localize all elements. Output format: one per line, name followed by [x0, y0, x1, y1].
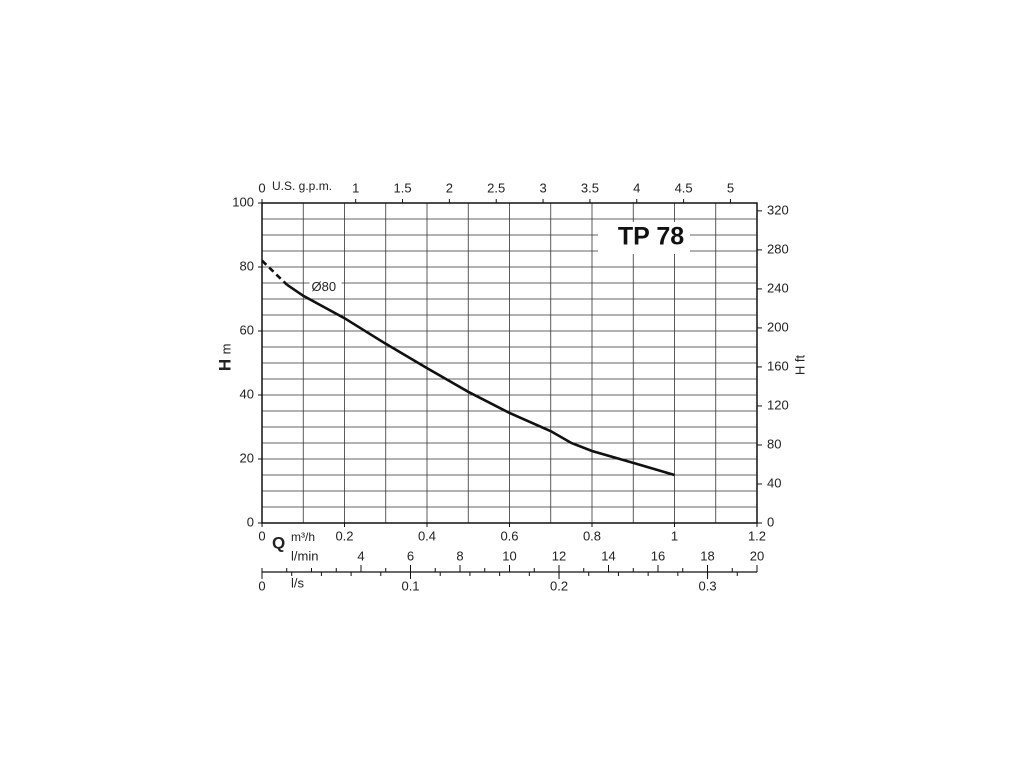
lmin-tick-label: 8: [456, 548, 463, 563]
title-box: [598, 222, 690, 254]
lmin-tick-label: 18: [700, 548, 714, 563]
y2-tick-label: 120: [767, 397, 789, 412]
y-tick-label: 40: [240, 386, 254, 401]
lmin-tick-label: 4: [357, 548, 364, 563]
lmin-tick-label: 14: [601, 548, 615, 563]
annotation: Ø80: [312, 279, 337, 294]
y-tick-label: 100: [232, 194, 254, 209]
y2-tick-label: 200: [767, 319, 789, 334]
ls-tick-label: 0.2: [550, 578, 568, 593]
y-axis-unit: m: [218, 344, 233, 355]
x-axis-label: m³/h: [291, 530, 315, 544]
top-tick-label: 3.5: [581, 180, 599, 195]
ls-label: l/s: [291, 575, 305, 590]
y2-tick-label: 160: [767, 358, 789, 373]
y2-axis-label: H ft: [792, 355, 807, 376]
x-tick-label: 0.4: [418, 528, 436, 543]
lmin-tick-label: 6: [407, 548, 414, 563]
lmin-tick-label: 12: [552, 548, 566, 563]
curve: [261, 259, 288, 286]
ls-tick-label: 0.1: [401, 578, 419, 593]
y-axis-symbol: H: [215, 359, 234, 371]
y2-tick-label: 240: [767, 280, 789, 295]
y-tick-label: 80: [240, 258, 254, 273]
y2-tick-label: 80: [767, 436, 781, 451]
lmin-tick-label: 16: [651, 548, 665, 563]
y-tick-label: 20: [240, 450, 254, 465]
y-tick-label: 0: [247, 514, 254, 529]
top-axis-label: U.S. g.p.m.: [272, 179, 332, 193]
top-tick-label: 2.5: [487, 180, 505, 195]
lmin-tick-label: 20: [750, 548, 764, 563]
x-tick-label: 0.2: [335, 528, 353, 543]
lmin-label: l/min: [291, 548, 318, 563]
x-axis-symbol: Q: [272, 533, 285, 552]
top-tick-label: 1.5: [393, 180, 411, 195]
top-tick-label: 2: [446, 180, 453, 195]
x-tick-label: 0.6: [500, 528, 518, 543]
top-tick-label: 5: [727, 180, 734, 195]
lmin-tick-label: 10: [502, 548, 516, 563]
y2-tick-label: 40: [767, 475, 781, 490]
top-tick-label: 4.5: [675, 180, 693, 195]
x-tick-label: 1.2: [748, 528, 766, 543]
top-tick-label: 1: [352, 180, 359, 195]
top-tick-label: 0: [258, 180, 265, 195]
x-tick-label: 1: [671, 528, 678, 543]
y2-tick-label: 280: [767, 241, 789, 256]
y-tick-label: 60: [240, 322, 254, 337]
curve: [286, 283, 675, 477]
annotation-bg: [309, 279, 342, 296]
y2-tick-label: 320: [767, 202, 789, 217]
x-tick-label: 0.8: [583, 528, 601, 543]
top-tick-label: 4: [633, 180, 640, 195]
chart-title: TP 78: [618, 223, 684, 251]
x-tick-label: 0: [258, 528, 265, 543]
ls-tick-label: 0.3: [699, 578, 717, 593]
ls-tick-label: 0: [258, 578, 265, 593]
top-tick-label: 3: [539, 180, 546, 195]
y2-tick-label: 0: [767, 514, 774, 529]
